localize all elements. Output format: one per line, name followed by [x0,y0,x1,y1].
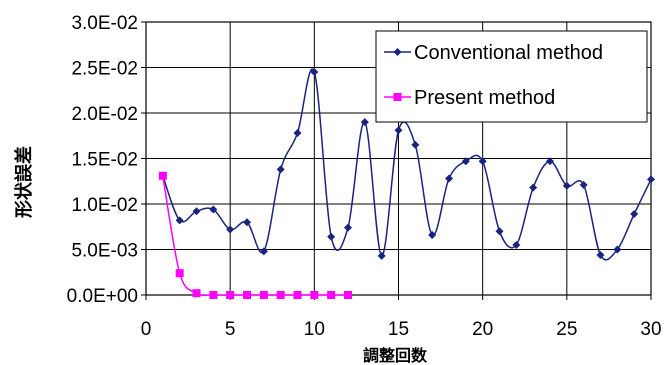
data-point-conventional [512,240,521,249]
data-point-present [158,171,167,180]
data-point-present [175,269,184,278]
data-point-conventional [310,68,319,77]
data-point-conventional [175,216,184,225]
y-axis-label: 形状誤差 [13,146,34,218]
legend-box [375,30,648,123]
y-tick-label: 2.0E-02 [71,104,138,125]
data-point-present [310,291,319,299]
data-point-conventional [461,157,470,166]
data-point-conventional [445,174,453,183]
series-layer [158,68,655,299]
data-point-present [259,291,268,299]
x-tick-label: 30 [640,319,661,340]
data-point-conventional [529,183,538,192]
y-tick-label: 0.0E+00 [67,286,138,307]
legend-marker-conventional [393,48,402,56]
x-tick-label: 15 [388,319,409,340]
data-point-conventional [630,210,639,219]
data-point-conventional [344,223,352,232]
data-point-conventional [428,230,437,239]
y-tick-label: 2.5E-02 [71,59,138,80]
data-point-conventional [327,232,336,241]
legend: Conventional method Present method [375,30,648,123]
x-tick-label: 20 [472,319,493,340]
legend-marker-present [393,93,402,101]
data-point-conventional [293,129,302,138]
x-tick-label: 10 [304,319,325,340]
data-point-conventional [259,247,268,256]
data-point-present [192,289,201,298]
data-point-present [209,291,218,299]
data-point-present [327,291,336,299]
y-tick-label: 5.0E-03 [71,241,138,262]
data-point-conventional [411,140,420,149]
data-point-conventional [276,165,285,174]
data-point-conventional [209,205,218,214]
data-point-conventional [495,227,504,236]
data-point-conventional [613,245,622,254]
data-point-conventional [562,181,571,190]
data-point-conventional [647,175,655,184]
data-point-conventional [478,157,487,166]
data-point-present [243,291,251,299]
legend-label-present: Present method [414,87,555,109]
data-point-conventional [360,118,369,127]
legend-label-conventional: Conventional method [414,42,603,64]
data-point-conventional [546,157,554,166]
y-tick-label: 1.5E-02 [71,150,138,171]
data-point-conventional [243,218,251,227]
data-point-conventional [377,251,386,260]
data-point-conventional [579,180,588,189]
series-line-present [162,175,348,297]
y-tick-label: 1.0E-02 [71,195,138,216]
x-tick-label: 5 [225,319,236,340]
data-point-conventional [596,250,605,259]
data-point-conventional [394,126,403,135]
data-point-present [293,291,302,299]
x-axis-label: 調整回数 [363,346,428,365]
data-point-conventional [226,225,235,234]
y-tick-label: 3.0E-02 [71,13,138,34]
data-point-present [226,291,235,299]
plot-area-frame [145,21,652,296]
data-point-conventional [192,207,201,216]
data-point-present [276,291,285,299]
x-tick-label: 0 [141,319,152,340]
data-point-present [344,291,352,299]
x-tick-label: 25 [556,319,577,340]
tick-labels: 0 5 10 15 20 25 30 0.0E+00 5.0E-03 1.0E-02 1.5E-02… [67,13,662,340]
